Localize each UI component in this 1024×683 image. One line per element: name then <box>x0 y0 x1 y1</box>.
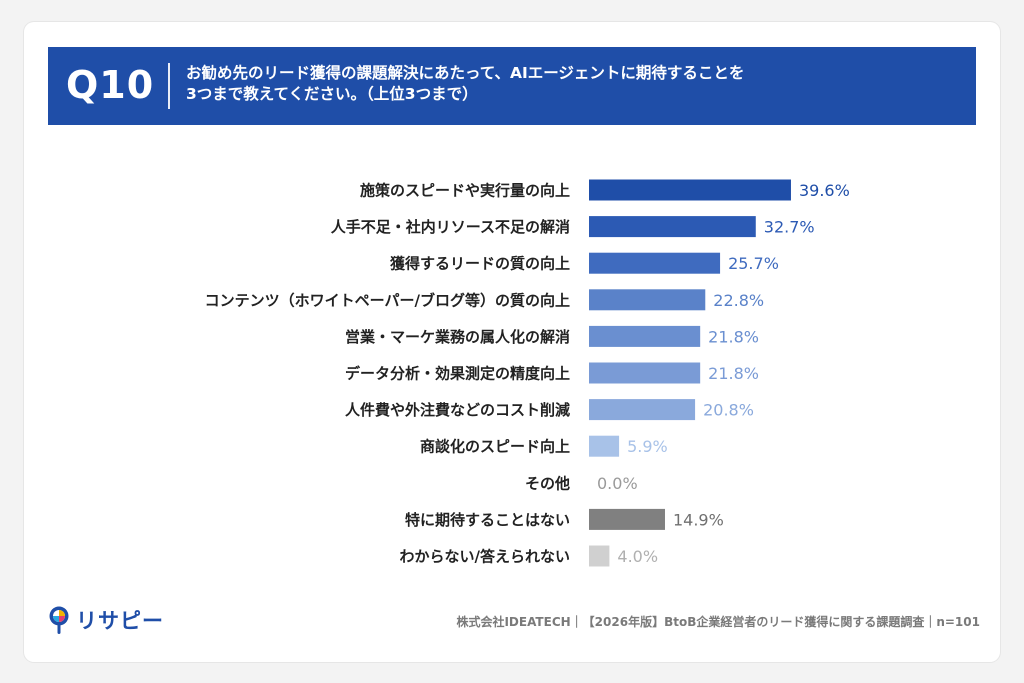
bar <box>589 216 756 238</box>
bar <box>589 289 706 311</box>
value-label: 39.6% <box>799 181 850 200</box>
question-header: Q10 お勧め先のリード獲得の課題解決にあたって、AIエージェントに期待すること… <box>48 47 976 125</box>
bar <box>589 179 791 201</box>
question-text: お勧め先のリード獲得の課題解決にあたって、AIエージェントに期待することを 3つ… <box>186 63 946 105</box>
value-label: 5.9% <box>627 437 668 456</box>
category-label: 営業・マーケ業務の属人化の解消 <box>345 328 570 346</box>
category-label: わからない/答えられない <box>400 548 570 566</box>
category-label: 獲得するリードの質の向上 <box>390 255 570 273</box>
value-label: 21.8% <box>708 327 759 346</box>
header-divider <box>168 63 170 109</box>
value-label: 25.7% <box>728 254 779 273</box>
category-label: その他 <box>525 474 570 492</box>
value-label: 4.0% <box>617 547 658 566</box>
category-label: 人手不足・社内リソース不足の解消 <box>331 218 570 236</box>
bar <box>589 399 696 421</box>
source-note: 株式会社IDEATECH｜【2026年版】BtoB企業経営者のリード獲得に関する… <box>456 615 980 629</box>
category-label: コンテンツ（ホワイトペーパー/ブログ等）の質の向上 <box>205 291 570 309</box>
value-label: 21.8% <box>708 364 759 383</box>
value-label: 20.8% <box>703 401 754 420</box>
value-label: 14.9% <box>673 510 724 529</box>
category-label: 特に期待することはない <box>405 511 570 529</box>
bar <box>589 545 610 567</box>
bar <box>589 508 665 530</box>
bar <box>589 362 701 384</box>
question-number: Q10 <box>66 63 155 107</box>
category-label: 施策のスピードや実行量の向上 <box>360 182 570 200</box>
card <box>24 22 1000 662</box>
bar <box>589 252 721 274</box>
category-label: データ分析・効果測定の精度向上 <box>345 365 570 383</box>
value-label: 32.7% <box>764 218 815 237</box>
value-label: 0.0% <box>597 474 638 493</box>
question-line-2: 3つまで教えてください。（上位3つまで） <box>186 85 478 103</box>
bar <box>589 435 620 457</box>
value-label: 22.8% <box>713 291 764 310</box>
category-label: 人件費や外注費などのコスト削減 <box>345 401 570 419</box>
pin-logo-icon <box>49 606 69 634</box>
logo-text: リサピー <box>76 609 164 633</box>
question-line-1: お勧め先のリード獲得の課題解決にあたって、AIエージェントに期待することを <box>186 64 745 82</box>
risapi-logo: リサピー <box>48 605 164 635</box>
bar <box>589 325 701 347</box>
category-label: 商談化のスピード向上 <box>420 438 570 456</box>
